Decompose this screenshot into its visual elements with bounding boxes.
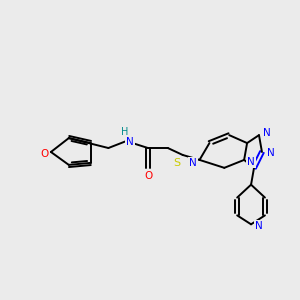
Text: S: S xyxy=(173,158,180,168)
Text: N: N xyxy=(263,128,271,138)
Text: O: O xyxy=(144,171,152,181)
Text: H: H xyxy=(121,127,128,137)
Text: N: N xyxy=(189,158,196,168)
Text: N: N xyxy=(247,157,255,167)
Text: N: N xyxy=(126,137,134,147)
Text: N: N xyxy=(267,148,275,158)
Text: N: N xyxy=(255,221,263,231)
Text: O: O xyxy=(41,149,49,159)
